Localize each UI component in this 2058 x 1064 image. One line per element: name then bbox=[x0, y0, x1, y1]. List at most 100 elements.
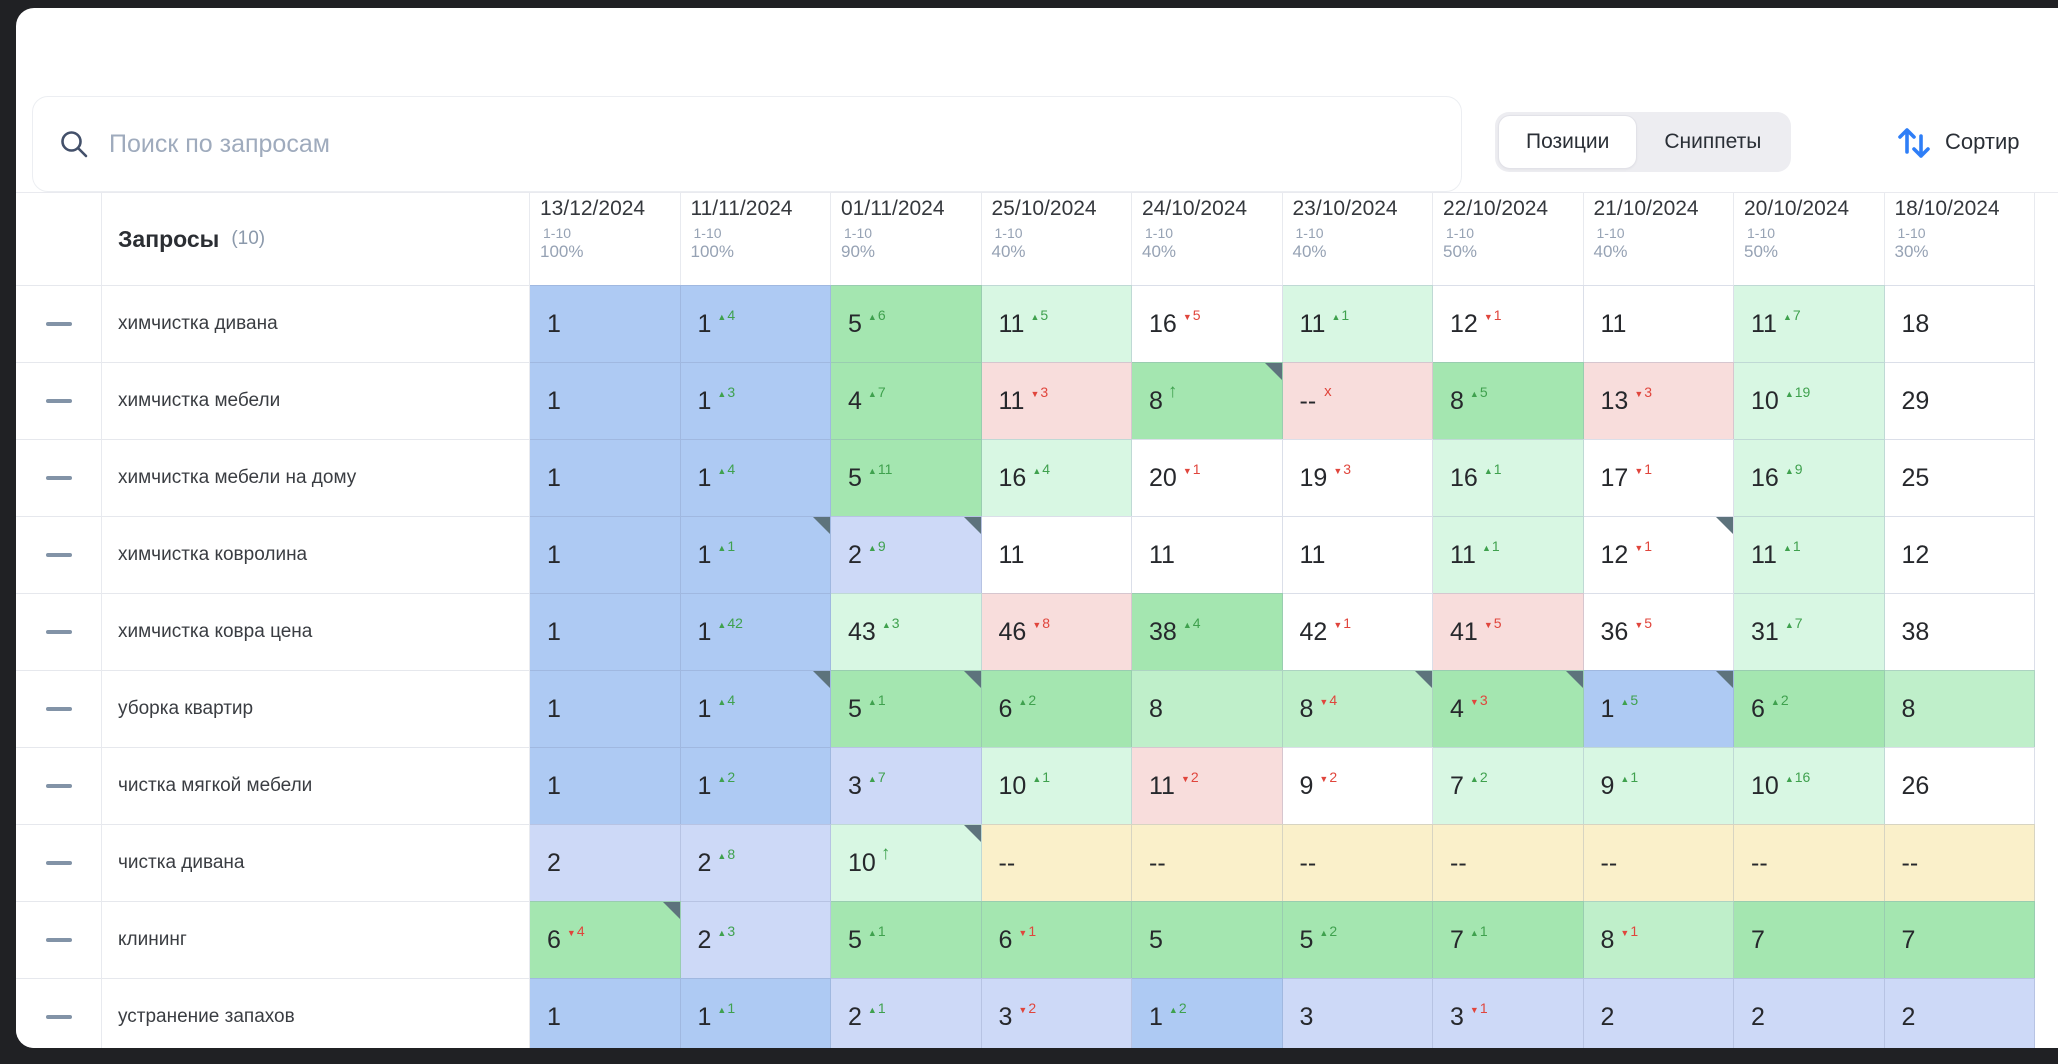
position-cell[interactable]: 38 bbox=[1884, 593, 2035, 670]
position-cell[interactable]: -- bbox=[1734, 824, 1885, 901]
position-cell[interactable]: 18 bbox=[1884, 285, 2035, 362]
position-cell[interactable]: 8 ▲ 5 bbox=[1433, 362, 1584, 439]
query-cell[interactable]: чистка мягкой мебели bbox=[102, 747, 530, 824]
tab-snippets[interactable]: Сниппеты bbox=[1664, 130, 1762, 153]
position-cell[interactable]: 5 bbox=[1132, 901, 1283, 978]
position-cell[interactable]: 1 bbox=[530, 285, 681, 362]
position-cell[interactable]: 11 ▼ 3 bbox=[981, 362, 1132, 439]
position-cell[interactable]: 2 bbox=[1734, 978, 1885, 1048]
position-cell[interactable]: -- bbox=[1282, 824, 1433, 901]
query-cell[interactable]: химчистка ковролина bbox=[102, 516, 530, 593]
position-cell[interactable]: 2 ▲ 9 bbox=[831, 516, 982, 593]
position-cell[interactable]: 36 ▼ 5 bbox=[1583, 593, 1734, 670]
position-cell[interactable]: 6 ▼ 4 bbox=[530, 901, 681, 978]
position-cell[interactable]: 16 ▲ 4 bbox=[981, 439, 1132, 516]
position-cell[interactable]: 11 ▲ 1 bbox=[1282, 285, 1433, 362]
query-cell[interactable]: устранение запахов bbox=[102, 978, 530, 1048]
position-cell[interactable]: 43 ▲ 3 bbox=[831, 593, 982, 670]
position-cell[interactable]: 2 ▲ 8 bbox=[680, 824, 831, 901]
query-cell[interactable]: чистка дивана bbox=[102, 824, 530, 901]
position-cell[interactable]: 11 ▼ 2 bbox=[1132, 747, 1283, 824]
position-cell[interactable]: 31 ▲ 7 bbox=[1734, 593, 1885, 670]
query-cell[interactable]: химчистка дивана bbox=[102, 285, 530, 362]
date-column-header[interactable]: 22/10/2024 1-10 50% bbox=[1433, 193, 1584, 285]
position-cell[interactable]: 8 ▼ 4 bbox=[1282, 670, 1433, 747]
position-cell[interactable]: 16 ▲ 1 bbox=[1433, 439, 1584, 516]
query-cell[interactable]: химчистка мебели bbox=[102, 362, 530, 439]
position-cell[interactable]: 7 ▲ 1 bbox=[1433, 901, 1584, 978]
position-cell[interactable]: 11 ▲ 7 bbox=[1734, 285, 1885, 362]
position-cell[interactable]: 11 ▲ 1 bbox=[1734, 516, 1885, 593]
row-select-button[interactable] bbox=[16, 824, 102, 901]
date-column-header[interactable]: 11/11/2024 1-10 100% bbox=[681, 193, 831, 285]
row-select-button[interactable] bbox=[16, 362, 102, 439]
position-cell[interactable]: 10 ▲ 1 bbox=[981, 747, 1132, 824]
position-cell[interactable]: 38 ▲ 4 bbox=[1132, 593, 1283, 670]
position-cell[interactable]: 5 ▲ 6 bbox=[831, 285, 982, 362]
row-select-button[interactable] bbox=[16, 670, 102, 747]
position-cell[interactable]: 6 ▲ 2 bbox=[981, 670, 1132, 747]
position-cell[interactable]: 1 ▲ 4 bbox=[680, 670, 831, 747]
row-select-button[interactable] bbox=[16, 439, 102, 516]
position-cell[interactable]: 11 ▲ 5 bbox=[981, 285, 1132, 362]
position-cell[interactable]: 11 bbox=[1132, 516, 1283, 593]
position-cell[interactable]: 8 ↑ bbox=[1132, 362, 1283, 439]
position-cell[interactable]: 1 bbox=[530, 362, 681, 439]
position-cell[interactable]: 10 ▲ 19 bbox=[1734, 362, 1885, 439]
position-cell[interactable]: 1 bbox=[530, 747, 681, 824]
position-cell[interactable]: 4 ▲ 7 bbox=[831, 362, 982, 439]
row-select-button[interactable] bbox=[16, 978, 102, 1048]
position-cell[interactable]: 16 ▼ 5 bbox=[1132, 285, 1283, 362]
date-column-header[interactable]: 24/10/2024 1-10 40% bbox=[1132, 193, 1283, 285]
position-cell[interactable]: 10 ↑ bbox=[831, 824, 982, 901]
position-cell[interactable]: 2 bbox=[1583, 978, 1734, 1048]
position-cell[interactable]: 2 bbox=[1884, 978, 2035, 1048]
search-input[interactable] bbox=[109, 129, 1209, 159]
position-cell[interactable]: 1 ▲ 4 bbox=[680, 439, 831, 516]
position-cell[interactable]: 5 ▲ 2 bbox=[1282, 901, 1433, 978]
date-column-header[interactable]: 25/10/2024 1-10 40% bbox=[982, 193, 1132, 285]
position-cell[interactable]: 11 bbox=[1282, 516, 1433, 593]
position-cell[interactable]: 7 ▲ 2 bbox=[1433, 747, 1584, 824]
position-cell[interactable]: 1 ▲ 2 bbox=[680, 747, 831, 824]
position-cell[interactable]: 1 bbox=[530, 670, 681, 747]
position-cell[interactable]: 1 bbox=[530, 516, 681, 593]
position-cell[interactable]: 16 ▲ 9 bbox=[1734, 439, 1885, 516]
sort-button[interactable]: Сортир bbox=[1895, 112, 2019, 172]
position-cell[interactable]: 1 ▲ 4 bbox=[680, 285, 831, 362]
date-column-header[interactable]: 13/12/2024 1-10 100% bbox=[530, 193, 681, 285]
position-cell[interactable]: 17 ▼ 1 bbox=[1583, 439, 1734, 516]
date-column-header[interactable]: 20/10/2024 1-10 50% bbox=[1734, 193, 1885, 285]
position-cell[interactable]: 1 ▲ 1 bbox=[680, 978, 831, 1048]
position-cell[interactable]: -- x bbox=[1282, 362, 1433, 439]
position-cell[interactable]: -- bbox=[1583, 824, 1734, 901]
position-cell[interactable]: 3 ▼ 1 bbox=[1433, 978, 1584, 1048]
position-cell[interactable]: 12 bbox=[1884, 516, 2035, 593]
position-cell[interactable]: 11 ▲ 1 bbox=[1433, 516, 1584, 593]
position-cell[interactable]: 1 bbox=[530, 978, 681, 1048]
position-cell[interactable]: 7 bbox=[1734, 901, 1885, 978]
position-cell[interactable]: 12 ▼ 1 bbox=[1433, 285, 1584, 362]
position-cell[interactable]: 1 ▲ 5 bbox=[1583, 670, 1734, 747]
position-cell[interactable]: 1 ▲ 1 bbox=[680, 516, 831, 593]
row-select-button[interactable] bbox=[16, 747, 102, 824]
position-cell[interactable]: 19 ▼ 3 bbox=[1282, 439, 1433, 516]
position-cell[interactable]: 3 bbox=[1282, 978, 1433, 1048]
row-select-button[interactable] bbox=[16, 901, 102, 978]
position-cell[interactable]: 41 ▼ 5 bbox=[1433, 593, 1584, 670]
position-cell[interactable]: 1 ▲ 2 bbox=[1132, 978, 1283, 1048]
position-cell[interactable]: 1 ▲ 3 bbox=[680, 362, 831, 439]
position-cell[interactable]: 4 ▼ 3 bbox=[1433, 670, 1584, 747]
position-cell[interactable]: -- bbox=[1884, 824, 2035, 901]
position-cell[interactable]: 20 ▼ 1 bbox=[1132, 439, 1283, 516]
position-cell[interactable]: 29 bbox=[1884, 362, 2035, 439]
row-select-button[interactable] bbox=[16, 593, 102, 670]
position-cell[interactable]: 7 bbox=[1884, 901, 2035, 978]
position-cell[interactable]: 3 ▼ 2 bbox=[981, 978, 1132, 1048]
position-cell[interactable]: 12 ▼ 1 bbox=[1583, 516, 1734, 593]
position-cell[interactable]: 5 ▲ 1 bbox=[831, 670, 982, 747]
position-cell[interactable]: 10 ▲ 16 bbox=[1734, 747, 1885, 824]
position-cell[interactable]: 3 ▲ 7 bbox=[831, 747, 982, 824]
date-column-header[interactable]: 23/10/2024 1-10 40% bbox=[1283, 193, 1433, 285]
position-cell[interactable]: 5 ▲ 1 bbox=[831, 901, 982, 978]
